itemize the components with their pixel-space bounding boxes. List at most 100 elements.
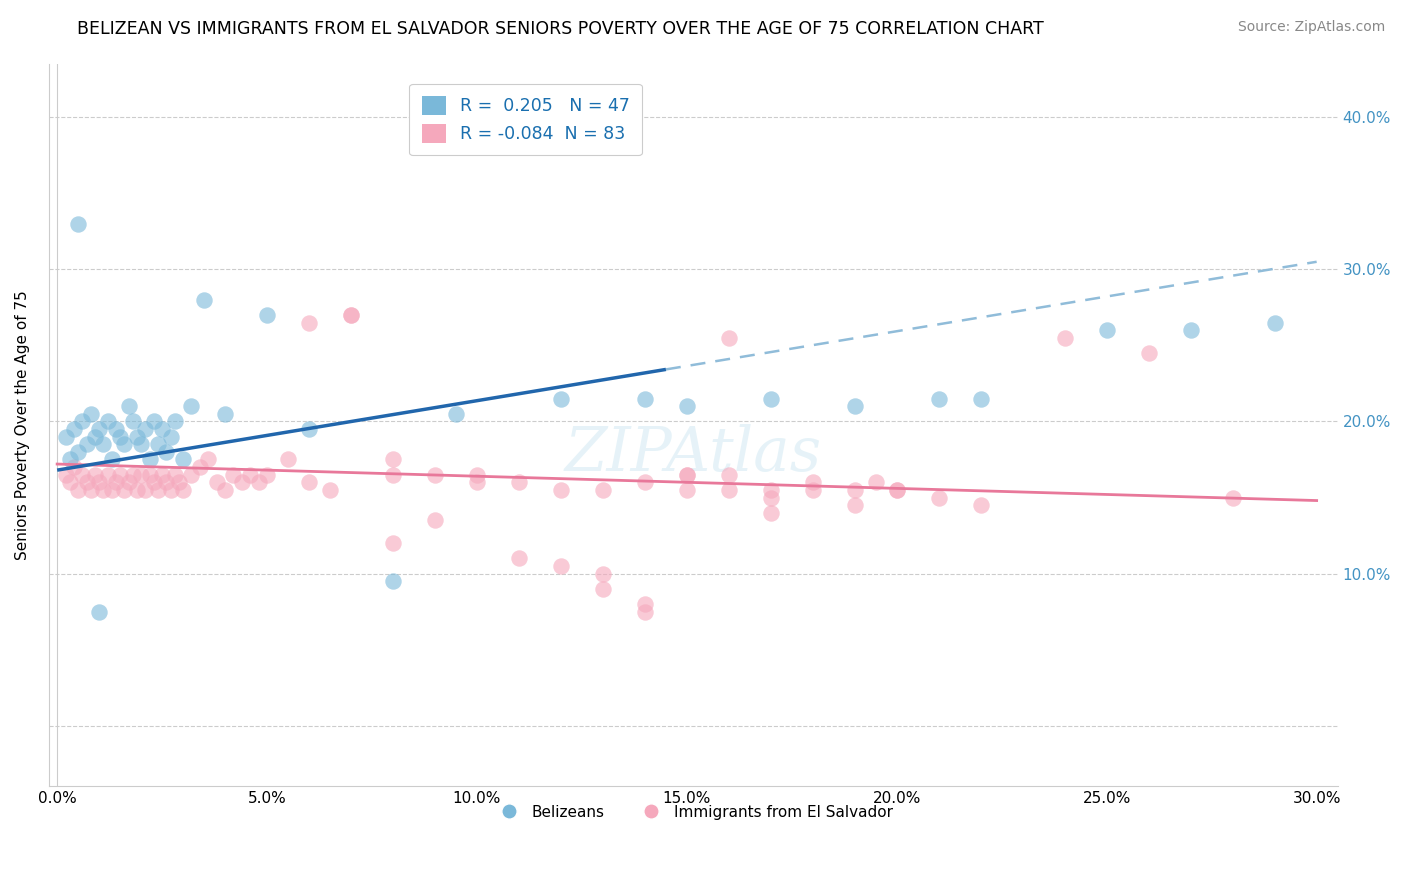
Point bbox=[155, 445, 177, 459]
Point bbox=[465, 475, 488, 490]
Point bbox=[121, 414, 143, 428]
Point bbox=[1137, 346, 1160, 360]
Point bbox=[222, 467, 245, 482]
Point bbox=[129, 467, 152, 482]
Point bbox=[55, 430, 77, 444]
Point bbox=[142, 414, 165, 428]
Point bbox=[55, 467, 77, 482]
Point bbox=[886, 483, 908, 497]
Point bbox=[112, 437, 135, 451]
Point bbox=[163, 414, 186, 428]
Point bbox=[138, 467, 160, 482]
Point bbox=[180, 467, 202, 482]
Point bbox=[159, 483, 181, 497]
Point bbox=[59, 452, 82, 467]
Point bbox=[100, 483, 122, 497]
Point bbox=[382, 574, 405, 589]
Point bbox=[886, 483, 908, 497]
Text: ZIPAtlas: ZIPAtlas bbox=[565, 425, 821, 484]
Point bbox=[67, 217, 90, 231]
Point bbox=[277, 452, 299, 467]
Point bbox=[63, 422, 86, 436]
Point bbox=[72, 414, 94, 428]
Point bbox=[801, 475, 824, 490]
Point bbox=[319, 483, 342, 497]
Point bbox=[444, 407, 467, 421]
Point bbox=[193, 293, 215, 307]
Point bbox=[104, 422, 127, 436]
Point bbox=[1222, 491, 1244, 505]
Point bbox=[247, 475, 270, 490]
Point bbox=[67, 483, 90, 497]
Point bbox=[205, 475, 228, 490]
Point bbox=[550, 483, 572, 497]
Point bbox=[117, 475, 139, 490]
Point bbox=[844, 399, 866, 413]
Point bbox=[108, 430, 131, 444]
Point bbox=[382, 452, 405, 467]
Point bbox=[550, 558, 572, 573]
Point bbox=[96, 467, 118, 482]
Point bbox=[117, 399, 139, 413]
Point bbox=[146, 483, 169, 497]
Point bbox=[298, 422, 321, 436]
Point bbox=[125, 483, 148, 497]
Point bbox=[592, 483, 614, 497]
Point bbox=[125, 430, 148, 444]
Point bbox=[298, 316, 321, 330]
Point bbox=[89, 475, 111, 490]
Legend: Belizeans, Immigrants from El Salvador: Belizeans, Immigrants from El Salvador bbox=[488, 798, 898, 826]
Point bbox=[146, 437, 169, 451]
Text: Source: ZipAtlas.com: Source: ZipAtlas.com bbox=[1237, 20, 1385, 34]
Point bbox=[239, 467, 262, 482]
Point bbox=[134, 422, 156, 436]
Point bbox=[382, 536, 405, 550]
Point bbox=[759, 506, 782, 520]
Point bbox=[112, 483, 135, 497]
Point bbox=[928, 491, 950, 505]
Point bbox=[214, 407, 236, 421]
Point bbox=[84, 467, 107, 482]
Point bbox=[844, 483, 866, 497]
Point bbox=[423, 513, 446, 527]
Point bbox=[155, 475, 177, 490]
Point bbox=[508, 551, 530, 566]
Y-axis label: Seniors Poverty Over the Age of 75: Seniors Poverty Over the Age of 75 bbox=[15, 291, 30, 560]
Point bbox=[159, 430, 181, 444]
Point bbox=[91, 483, 114, 497]
Point bbox=[928, 392, 950, 406]
Point bbox=[104, 475, 127, 490]
Point bbox=[76, 437, 98, 451]
Point bbox=[89, 422, 111, 436]
Point bbox=[550, 392, 572, 406]
Point bbox=[634, 605, 657, 619]
Point bbox=[1264, 316, 1286, 330]
Point bbox=[717, 467, 740, 482]
Point bbox=[759, 491, 782, 505]
Point bbox=[717, 331, 740, 345]
Point bbox=[256, 467, 278, 482]
Point bbox=[801, 483, 824, 497]
Point bbox=[59, 475, 82, 490]
Point bbox=[298, 475, 321, 490]
Point bbox=[188, 460, 211, 475]
Point bbox=[80, 407, 103, 421]
Point bbox=[592, 566, 614, 581]
Point bbox=[129, 437, 152, 451]
Point bbox=[89, 605, 111, 619]
Point bbox=[340, 308, 363, 322]
Point bbox=[676, 399, 699, 413]
Point bbox=[256, 308, 278, 322]
Point bbox=[121, 467, 143, 482]
Point bbox=[197, 452, 219, 467]
Point bbox=[84, 430, 107, 444]
Point bbox=[382, 467, 405, 482]
Point bbox=[180, 399, 202, 413]
Point bbox=[167, 475, 190, 490]
Point bbox=[214, 483, 236, 497]
Point bbox=[163, 467, 186, 482]
Point bbox=[76, 475, 98, 490]
Point bbox=[676, 467, 699, 482]
Point bbox=[63, 460, 86, 475]
Point bbox=[592, 582, 614, 596]
